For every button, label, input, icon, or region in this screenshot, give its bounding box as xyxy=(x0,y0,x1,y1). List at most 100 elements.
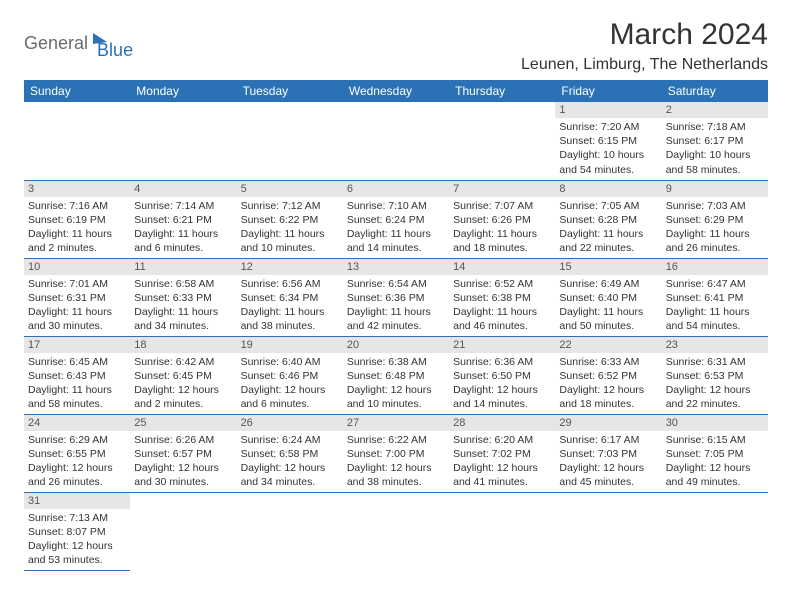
calendar-day-cell xyxy=(237,492,343,570)
sunrise-text: Sunrise: 6:52 AM xyxy=(453,277,551,291)
col-friday: Friday xyxy=(555,80,661,102)
daylight-text: Daylight: 12 hours and 53 minutes. xyxy=(28,539,126,567)
calendar-week-row: 31Sunrise: 7:13 AMSunset: 8:07 PMDayligh… xyxy=(24,492,768,570)
calendar-week-row: 24Sunrise: 6:29 AMSunset: 6:55 PMDayligh… xyxy=(24,414,768,492)
sunset-text: Sunset: 6:45 PM xyxy=(134,369,232,383)
day-body: Sunrise: 6:54 AMSunset: 6:36 PMDaylight:… xyxy=(343,275,449,336)
sunset-text: Sunset: 7:05 PM xyxy=(666,447,764,461)
daylight-text: Daylight: 12 hours and 14 minutes. xyxy=(453,383,551,411)
sunrise-text: Sunrise: 6:45 AM xyxy=(28,355,126,369)
calendar-day-cell: 22Sunrise: 6:33 AMSunset: 6:52 PMDayligh… xyxy=(555,336,661,414)
sunrise-text: Sunrise: 7:16 AM xyxy=(28,199,126,213)
calendar-day-cell: 13Sunrise: 6:54 AMSunset: 6:36 PMDayligh… xyxy=(343,258,449,336)
day-number: 10 xyxy=(24,259,130,275)
sunset-text: Sunset: 6:58 PM xyxy=(241,447,339,461)
calendar-day-cell xyxy=(662,492,768,570)
day-body: Sunrise: 6:17 AMSunset: 7:03 PMDaylight:… xyxy=(555,431,661,492)
day-body: Sunrise: 7:18 AMSunset: 6:17 PMDaylight:… xyxy=(662,118,768,179)
sunset-text: Sunset: 6:52 PM xyxy=(559,369,657,383)
calendar-day-cell xyxy=(130,492,236,570)
calendar-day-cell: 11Sunrise: 6:58 AMSunset: 6:33 PMDayligh… xyxy=(130,258,236,336)
sunrise-text: Sunrise: 7:12 AM xyxy=(241,199,339,213)
day-body: Sunrise: 6:40 AMSunset: 6:46 PMDaylight:… xyxy=(237,353,343,414)
sunrise-text: Sunrise: 6:26 AM xyxy=(134,433,232,447)
daylight-text: Daylight: 10 hours and 58 minutes. xyxy=(666,148,764,176)
day-number: 18 xyxy=(130,337,236,353)
sunset-text: Sunset: 6:41 PM xyxy=(666,291,764,305)
daylight-text: Daylight: 11 hours and 38 minutes. xyxy=(241,305,339,333)
day-number: 28 xyxy=(449,415,555,431)
daylight-text: Daylight: 12 hours and 49 minutes. xyxy=(666,461,764,489)
day-body: Sunrise: 6:29 AMSunset: 6:55 PMDaylight:… xyxy=(24,431,130,492)
col-sunday: Sunday xyxy=(24,80,130,102)
sunset-text: Sunset: 6:53 PM xyxy=(666,369,764,383)
col-tuesday: Tuesday xyxy=(237,80,343,102)
day-body: Sunrise: 7:10 AMSunset: 6:24 PMDaylight:… xyxy=(343,197,449,258)
day-number: 30 xyxy=(662,415,768,431)
sunset-text: Sunset: 6:48 PM xyxy=(347,369,445,383)
calendar-table: Sunday Monday Tuesday Wednesday Thursday… xyxy=(24,80,768,571)
day-number: 26 xyxy=(237,415,343,431)
daylight-text: Daylight: 12 hours and 18 minutes. xyxy=(559,383,657,411)
calendar-week-row: 10Sunrise: 7:01 AMSunset: 6:31 PMDayligh… xyxy=(24,258,768,336)
daylight-text: Daylight: 12 hours and 30 minutes. xyxy=(134,461,232,489)
sunset-text: Sunset: 6:57 PM xyxy=(134,447,232,461)
day-number: 2 xyxy=(662,102,768,118)
day-body: Sunrise: 7:20 AMSunset: 6:15 PMDaylight:… xyxy=(555,118,661,179)
col-saturday: Saturday xyxy=(662,80,768,102)
sunset-text: Sunset: 6:38 PM xyxy=(453,291,551,305)
day-number: 4 xyxy=(130,181,236,197)
daylight-text: Daylight: 12 hours and 10 minutes. xyxy=(347,383,445,411)
sunset-text: Sunset: 7:02 PM xyxy=(453,447,551,461)
sunset-text: Sunset: 6:19 PM xyxy=(28,213,126,227)
daylight-text: Daylight: 12 hours and 26 minutes. xyxy=(28,461,126,489)
daylight-text: Daylight: 11 hours and 34 minutes. xyxy=(134,305,232,333)
sunrise-text: Sunrise: 6:20 AM xyxy=(453,433,551,447)
daylight-text: Daylight: 10 hours and 54 minutes. xyxy=(559,148,657,176)
day-number: 16 xyxy=(662,259,768,275)
sunset-text: Sunset: 6:26 PM xyxy=(453,213,551,227)
day-number: 25 xyxy=(130,415,236,431)
sunrise-text: Sunrise: 6:42 AM xyxy=(134,355,232,369)
sunrise-text: Sunrise: 7:07 AM xyxy=(453,199,551,213)
calendar-day-cell: 4Sunrise: 7:14 AMSunset: 6:21 PMDaylight… xyxy=(130,180,236,258)
calendar-day-cell: 15Sunrise: 6:49 AMSunset: 6:40 PMDayligh… xyxy=(555,258,661,336)
day-body: Sunrise: 6:15 AMSunset: 7:05 PMDaylight:… xyxy=(662,431,768,492)
daylight-text: Daylight: 11 hours and 30 minutes. xyxy=(28,305,126,333)
day-number: 23 xyxy=(662,337,768,353)
sunset-text: Sunset: 6:43 PM xyxy=(28,369,126,383)
daylight-text: Daylight: 11 hours and 42 minutes. xyxy=(347,305,445,333)
daylight-text: Daylight: 12 hours and 45 minutes. xyxy=(559,461,657,489)
calendar-day-cell: 27Sunrise: 6:22 AMSunset: 7:00 PMDayligh… xyxy=(343,414,449,492)
location-label: Leunen, Limburg, The Netherlands xyxy=(521,56,768,74)
day-body: Sunrise: 6:26 AMSunset: 6:57 PMDaylight:… xyxy=(130,431,236,492)
calendar-week-row: 17Sunrise: 6:45 AMSunset: 6:43 PMDayligh… xyxy=(24,336,768,414)
col-thursday: Thursday xyxy=(449,80,555,102)
day-body: Sunrise: 6:38 AMSunset: 6:48 PMDaylight:… xyxy=(343,353,449,414)
sunrise-text: Sunrise: 7:03 AM xyxy=(666,199,764,213)
sunrise-text: Sunrise: 6:58 AM xyxy=(134,277,232,291)
sunrise-text: Sunrise: 7:01 AM xyxy=(28,277,126,291)
calendar-week-row: 3Sunrise: 7:16 AMSunset: 6:19 PMDaylight… xyxy=(24,180,768,258)
logo-text-general: General xyxy=(24,33,88,54)
day-number: 20 xyxy=(343,337,449,353)
sunset-text: Sunset: 6:31 PM xyxy=(28,291,126,305)
day-body: Sunrise: 6:31 AMSunset: 6:53 PMDaylight:… xyxy=(662,353,768,414)
calendar-body: 1Sunrise: 7:20 AMSunset: 6:15 PMDaylight… xyxy=(24,102,768,570)
sunrise-text: Sunrise: 7:14 AM xyxy=(134,199,232,213)
day-number: 6 xyxy=(343,181,449,197)
daylight-text: Daylight: 11 hours and 18 minutes. xyxy=(453,227,551,255)
sunset-text: Sunset: 6:17 PM xyxy=(666,134,764,148)
sunrise-text: Sunrise: 6:56 AM xyxy=(241,277,339,291)
day-number: 15 xyxy=(555,259,661,275)
day-number: 14 xyxy=(449,259,555,275)
calendar-header-row: Sunday Monday Tuesday Wednesday Thursday… xyxy=(24,80,768,102)
col-wednesday: Wednesday xyxy=(343,80,449,102)
calendar-day-cell xyxy=(555,492,661,570)
sunrise-text: Sunrise: 6:31 AM xyxy=(666,355,764,369)
sunrise-text: Sunrise: 6:38 AM xyxy=(347,355,445,369)
calendar-day-cell: 14Sunrise: 6:52 AMSunset: 6:38 PMDayligh… xyxy=(449,258,555,336)
daylight-text: Daylight: 11 hours and 26 minutes. xyxy=(666,227,764,255)
day-body: Sunrise: 7:07 AMSunset: 6:26 PMDaylight:… xyxy=(449,197,555,258)
daylight-text: Daylight: 12 hours and 22 minutes. xyxy=(666,383,764,411)
